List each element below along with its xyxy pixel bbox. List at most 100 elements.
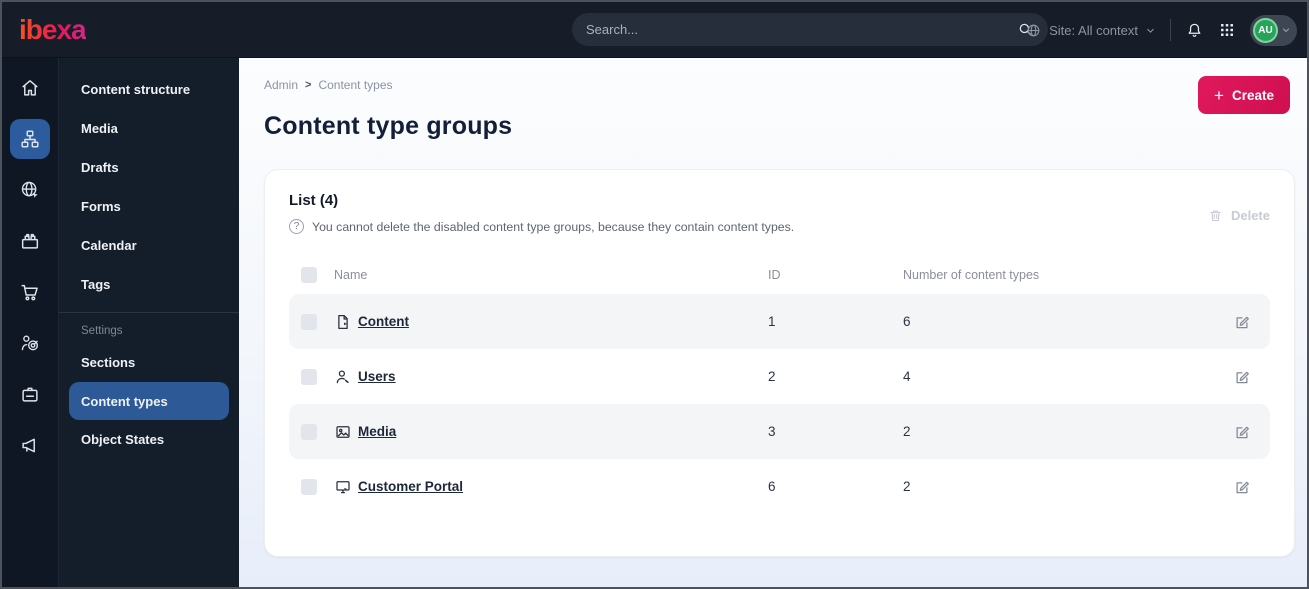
group-count: 6 <box>903 314 911 329</box>
delete-button[interactable]: Delete <box>1208 196 1270 234</box>
edit-button[interactable] <box>1214 423 1270 441</box>
settings-section-label: Settings <box>81 325 123 337</box>
rail-item-campaigns[interactable] <box>10 425 50 465</box>
app-switcher-button[interactable] <box>1218 21 1236 39</box>
rail-item-corporate[interactable] <box>10 374 50 414</box>
global-search <box>572 13 1048 46</box>
delete-button-label: Delete <box>1230 207 1270 223</box>
list-title: List (4) <box>289 192 339 209</box>
site-context-selector[interactable]: Site: All context <box>1025 22 1156 39</box>
globe-icon <box>1027 24 1040 36</box>
home-icon <box>22 80 38 96</box>
content-tree-icon <box>21 130 39 148</box>
sidebar-item-content-types[interactable]: Content types <box>69 382 229 420</box>
content-type-groups-card: List (4) ? You cannot delete the disable… <box>264 169 1295 557</box>
chevron-down-icon <box>1147 28 1154 33</box>
breadcrumb-separator: > <box>305 79 312 91</box>
trash-icon <box>1210 210 1221 221</box>
topbar-divider <box>1170 19 1171 41</box>
group-id: 1 <box>768 314 776 329</box>
sidebar-item-object-states[interactable]: Object States <box>81 432 165 447</box>
group-count: 2 <box>903 479 911 494</box>
column-header-id: ID <box>768 268 781 282</box>
breadcrumb-admin[interactable]: Admin <box>264 78 299 92</box>
site-search-icon <box>21 181 38 198</box>
grid-icon <box>1221 24 1233 36</box>
table-row: Users 2 4 <box>289 349 1270 404</box>
avatar: AU <box>1253 17 1278 43</box>
bell-icon <box>1188 23 1201 37</box>
sidebar-item-calendar[interactable]: Calendar <box>81 238 137 253</box>
megaphone-icon <box>22 438 35 453</box>
row-checkbox[interactable] <box>301 313 317 330</box>
group-link[interactable]: Content <box>358 314 409 329</box>
row-checkbox[interactable] <box>301 478 317 495</box>
topbar-right-controls: Site: All context AU <box>1025 2 1297 58</box>
plus-icon: + <box>1214 85 1224 105</box>
content-type-groups-table: Name ID Number of content types Content … <box>289 256 1270 514</box>
rail-item-dashboard[interactable] <box>10 68 50 108</box>
group-count: 4 <box>903 369 911 384</box>
row-checkbox[interactable] <box>301 368 317 385</box>
column-header-name: Name <box>334 268 368 282</box>
badge-icon <box>22 387 38 402</box>
help-text: You cannot delete the disabled content t… <box>312 219 795 234</box>
search-input[interactable] <box>586 22 1017 37</box>
edit-button[interactable] <box>1214 313 1270 331</box>
edit-icon <box>1236 371 1249 383</box>
group-id: 6 <box>768 479 776 494</box>
sidebar-item-sections[interactable]: Sections <box>81 355 136 370</box>
group-link[interactable]: Customer Portal <box>358 479 464 494</box>
sidebar-menu: Content structure Media Drafts Forms Cal… <box>59 58 239 587</box>
table-header-row: Name ID Number of content types <box>289 256 1270 294</box>
sidebar-item-forms[interactable]: Forms <box>81 199 121 214</box>
column-header-count: Number of content types <box>903 268 1040 282</box>
topbar: ibexa Site: All context AU <box>2 2 1307 58</box>
menu-divider <box>59 312 239 313</box>
edit-icon <box>1236 426 1249 438</box>
rail-item-content[interactable] <box>10 119 50 159</box>
sidebar-item-content-structure[interactable]: Content structure <box>81 82 191 97</box>
site-context-label: Site: All context <box>1049 22 1138 38</box>
edit-icon <box>1236 481 1249 493</box>
icon-rail <box>2 58 59 587</box>
rail-item-commerce[interactable] <box>10 272 50 312</box>
ibexa-logo: ibexa <box>2 15 87 44</box>
rail-item-site[interactable] <box>10 170 50 210</box>
sidebar-item-tags[interactable]: Tags <box>81 277 111 292</box>
row-checkbox[interactable] <box>301 423 317 440</box>
table-row: Content 1 6 <box>289 294 1270 349</box>
table-row: Customer Portal 6 2 <box>289 459 1270 514</box>
group-link[interactable]: Users <box>358 369 396 384</box>
monitor-icon <box>336 480 350 493</box>
rail-item-products[interactable] <box>10 221 50 261</box>
edit-icon <box>1236 316 1249 328</box>
cart-icon <box>21 284 38 301</box>
group-link[interactable]: Media <box>358 424 397 439</box>
rail-item-audience[interactable] <box>10 323 50 363</box>
create-button[interactable]: + Create <box>1198 76 1290 114</box>
content-file-icon <box>338 314 348 329</box>
table-row: Media 3 2 <box>289 404 1270 459</box>
sidebar-item-drafts[interactable]: Drafts <box>81 160 119 175</box>
breadcrumb: Admin > Content types <box>264 78 1293 92</box>
products-icon <box>21 233 39 249</box>
chevron-down-icon <box>1282 28 1290 33</box>
group-count: 2 <box>903 424 911 439</box>
page-title: Content type groups <box>264 112 513 140</box>
notifications-button[interactable] <box>1185 21 1204 40</box>
edit-button[interactable] <box>1214 368 1270 386</box>
edit-button[interactable] <box>1214 478 1270 496</box>
image-icon <box>336 425 350 438</box>
group-id: 3 <box>768 424 776 439</box>
user-menu[interactable]: AU <box>1250 14 1297 46</box>
audience-icon <box>21 335 39 351</box>
main-content: Admin > Content types + Create Content t… <box>239 58 1307 587</box>
create-button-label: Create <box>1231 87 1274 103</box>
sidebar-item-media[interactable]: Media <box>81 121 118 136</box>
breadcrumb-content-types: Content types <box>318 78 393 92</box>
select-all-checkbox[interactable] <box>301 267 317 283</box>
user-icon <box>336 370 349 383</box>
group-id: 2 <box>768 369 776 384</box>
